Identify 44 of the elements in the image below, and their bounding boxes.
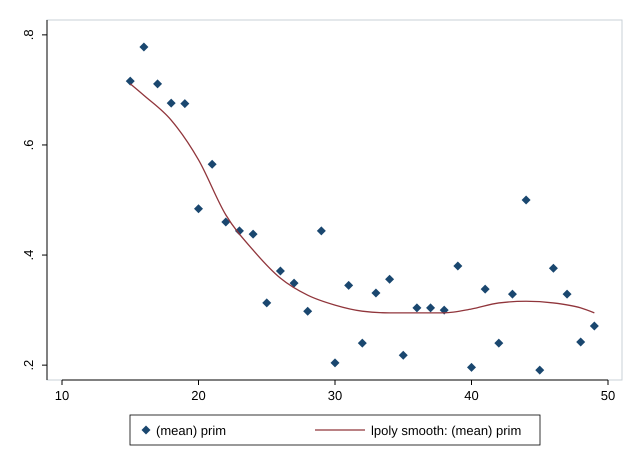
point <box>221 218 230 227</box>
x-tick-label: 20 <box>191 388 206 403</box>
point <box>248 230 258 239</box>
point <box>548 264 558 273</box>
point <box>303 306 312 316</box>
point <box>153 79 162 88</box>
point <box>508 290 517 299</box>
point <box>562 290 572 299</box>
point <box>522 196 531 204</box>
legend-label: (mean) prim <box>156 423 226 438</box>
legend-label: lpoly smooth: (mean) prim <box>371 423 522 438</box>
y-tick-label: .2 <box>21 360 36 371</box>
point <box>194 204 203 214</box>
point <box>494 338 504 348</box>
point <box>126 76 135 86</box>
point <box>276 266 285 276</box>
point <box>139 42 148 52</box>
point <box>535 366 544 375</box>
point <box>180 99 190 108</box>
point <box>590 322 599 331</box>
point <box>330 358 340 368</box>
point <box>398 350 408 360</box>
point <box>453 262 462 271</box>
point <box>208 160 217 169</box>
y-tick-label: .6 <box>21 140 36 150</box>
x-tick-label: 40 <box>464 388 479 403</box>
point <box>344 280 354 290</box>
point <box>316 226 326 236</box>
point <box>371 288 380 298</box>
point <box>480 284 490 294</box>
point <box>358 338 367 348</box>
point <box>385 274 394 284</box>
point <box>412 303 422 312</box>
y-tick-label: .8 <box>21 29 36 40</box>
x-tick-label: 10 <box>54 388 70 403</box>
point <box>262 298 272 308</box>
point <box>290 278 299 288</box>
point <box>426 303 436 312</box>
point <box>166 98 176 108</box>
x-tick-label: 50 <box>600 388 616 403</box>
point <box>467 362 476 372</box>
y-tick-label: .4 <box>21 250 36 260</box>
point <box>576 338 586 347</box>
x-tick-label: 30 <box>328 388 342 403</box>
